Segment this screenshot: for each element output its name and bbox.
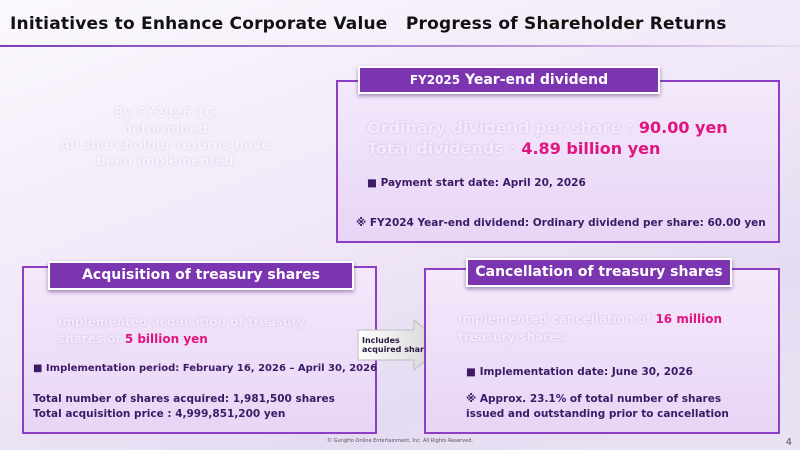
acquisition-panel bbox=[22, 266, 377, 434]
arrow-label: Includes acquired shares bbox=[362, 336, 434, 354]
fy2024-dividend-note: ※ FY2024 Year-end dividend: Ordinary div… bbox=[356, 217, 766, 229]
acquisition-amount: 5 billion yen bbox=[124, 332, 208, 346]
acquisition-lead-prefix: shares of bbox=[58, 332, 125, 346]
determined-line-1: By FY2026 1Q bbox=[113, 106, 216, 121]
acquisition-lead-line-2: shares of 5 billion yen bbox=[58, 332, 208, 346]
approx-note-line-1: ※ Approx. 23.1% of total number of share… bbox=[466, 393, 722, 405]
dividend-title-prefix: FY2025 bbox=[409, 73, 461, 87]
cancellation-lead-line-2: treasury shares bbox=[458, 330, 565, 344]
ordinary-dividend-line: Ordinary dividend per share : 90.00 yen bbox=[367, 118, 728, 137]
total-dividends-label: Total dividends : bbox=[367, 139, 522, 158]
dividend-title-pill: FY2025 Year-end dividend bbox=[358, 66, 660, 94]
total-dividends-line: Total dividends : 4.89 billion yen bbox=[367, 139, 660, 158]
determined-line-3: All shareholder returns have bbox=[59, 138, 271, 153]
cancellation-title-pill: Cancellation of treasury shares bbox=[466, 258, 732, 287]
determined-line-4: been implemented bbox=[96, 154, 234, 169]
title-divider bbox=[0, 45, 800, 47]
ordinary-dividend-value: 90.00 yen bbox=[638, 118, 728, 137]
total-dividends-value: 4.89 billion yen bbox=[521, 139, 661, 158]
page-title: Initiatives to Enhance Corporate Value P… bbox=[10, 14, 727, 34]
determined-line-2: determined bbox=[122, 122, 208, 137]
cancellation-lead-line-1: Implemented cancellation of 16 million bbox=[458, 312, 722, 326]
dividend-title-suffix: Year-end dividend bbox=[460, 72, 609, 88]
shares-acquired: Total number of shares acquired: 1,981,5… bbox=[33, 393, 335, 405]
payment-date: ■ Payment start date: April 20, 2026 bbox=[367, 177, 586, 189]
ordinary-dividend-label: Ordinary dividend per share : bbox=[367, 118, 639, 137]
acquisition-price: Total acquisition price : 4,999,851,200 … bbox=[33, 408, 286, 420]
cancellation-lead-prefix: Implemented cancellation of bbox=[458, 312, 656, 326]
approx-note-line-2: issued and outstanding prior to cancella… bbox=[466, 408, 729, 420]
copyright: © GungHo Online Entertainment, Inc. All … bbox=[327, 438, 473, 444]
acquisition-title-pill: Acquisition of treasury shares bbox=[48, 261, 354, 290]
acquisition-lead-line-1: Implemented acquisition of treasury bbox=[58, 315, 306, 329]
cancellation-panel bbox=[424, 268, 780, 434]
determined-note: By FY2026 1Q determined All shareholder … bbox=[40, 106, 290, 170]
page-number: 4 bbox=[785, 437, 792, 448]
cancellation-amount: 16 million bbox=[655, 312, 723, 326]
arrow-label-line-2: acquired shares bbox=[362, 345, 435, 354]
implementation-period: ■ Implementation period: February 16, 20… bbox=[33, 363, 378, 374]
arrow-label-line-1: Includes bbox=[362, 336, 400, 345]
implementation-date: ■ Implementation date: June 30, 2026 bbox=[466, 366, 693, 378]
